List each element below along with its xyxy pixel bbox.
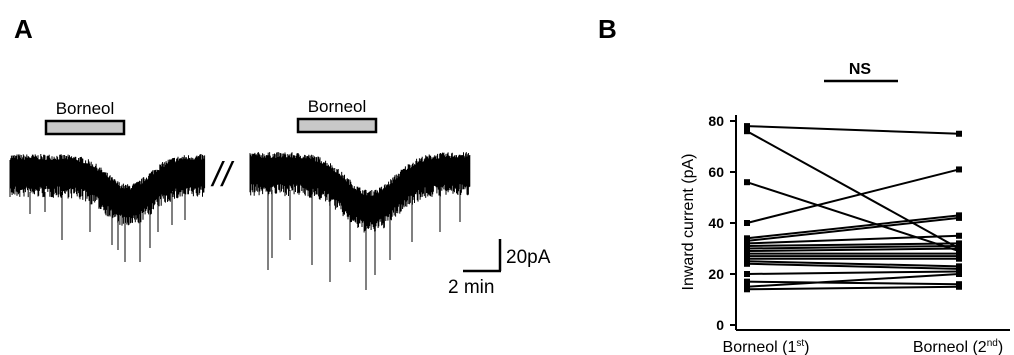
series-line: [746, 181, 960, 253]
y-tick-label: 80: [708, 113, 724, 129]
panel-label-a: A: [14, 14, 33, 44]
panel-label-b: B: [598, 14, 617, 44]
y-tick-label: 60: [708, 164, 724, 180]
data-point: [744, 123, 750, 130]
data-point: [744, 179, 750, 186]
series-line: [746, 244, 960, 250]
y-tick-label: 20: [708, 266, 724, 282]
series-line: [746, 280, 960, 286]
data-point: [956, 283, 962, 290]
series-line: [746, 216, 960, 242]
scale-current-label: 20pA: [506, 247, 551, 268]
series-line: [746, 168, 960, 224]
break-mark: //: [211, 156, 235, 194]
series-line: [746, 285, 960, 291]
series-line: [746, 242, 960, 247]
paired-series: [744, 123, 962, 137]
data-point: [744, 286, 750, 293]
data-point: [744, 260, 750, 267]
drug-label-2: Borneol: [308, 97, 367, 116]
data-point: [956, 271, 962, 277]
data-point: [956, 130, 962, 137]
paired-series: [744, 283, 962, 293]
data-point: [956, 255, 962, 262]
x-category-label-2: Borneol (2nd): [913, 338, 1003, 355]
data-point: [744, 278, 750, 285]
series-line: [746, 247, 960, 253]
current-trace-1: [9, 154, 206, 262]
scale-time-label: 2 min: [448, 277, 494, 298]
series-line: [746, 130, 960, 250]
drug-label-1: Borneol: [56, 99, 115, 118]
drug-application-bar-2: [296, 117, 378, 134]
paired-series: [744, 166, 962, 226]
series-line: [746, 234, 960, 245]
series-line: [746, 214, 960, 240]
data-point: [956, 232, 962, 239]
y-axis-label: Inward current (pA): [680, 154, 697, 291]
series-line: [746, 270, 960, 275]
y-tick-label: 40: [708, 215, 724, 231]
y-tick-label: 0: [716, 317, 724, 333]
series-line: [746, 273, 960, 288]
series-line: [746, 125, 960, 135]
significance-label: NS: [849, 61, 872, 78]
data-point: [744, 128, 750, 135]
data-point: [744, 220, 750, 226]
drug-application-bar-1: [44, 119, 126, 136]
paired-plot: 0 20 40 60 80 NS Inward current (pA) Borneol…: [680, 61, 1010, 355]
data-point: [956, 214, 962, 221]
scale-bar: [463, 239, 502, 273]
series-line: [746, 262, 960, 270]
series-line: [746, 260, 960, 268]
data-point: [744, 271, 750, 277]
current-trace-2: [249, 152, 471, 290]
data-point: [956, 166, 962, 173]
paired-series: [744, 128, 962, 252]
data-point: [956, 245, 962, 252]
x-category-label-1: Borneol (1st): [723, 338, 810, 355]
